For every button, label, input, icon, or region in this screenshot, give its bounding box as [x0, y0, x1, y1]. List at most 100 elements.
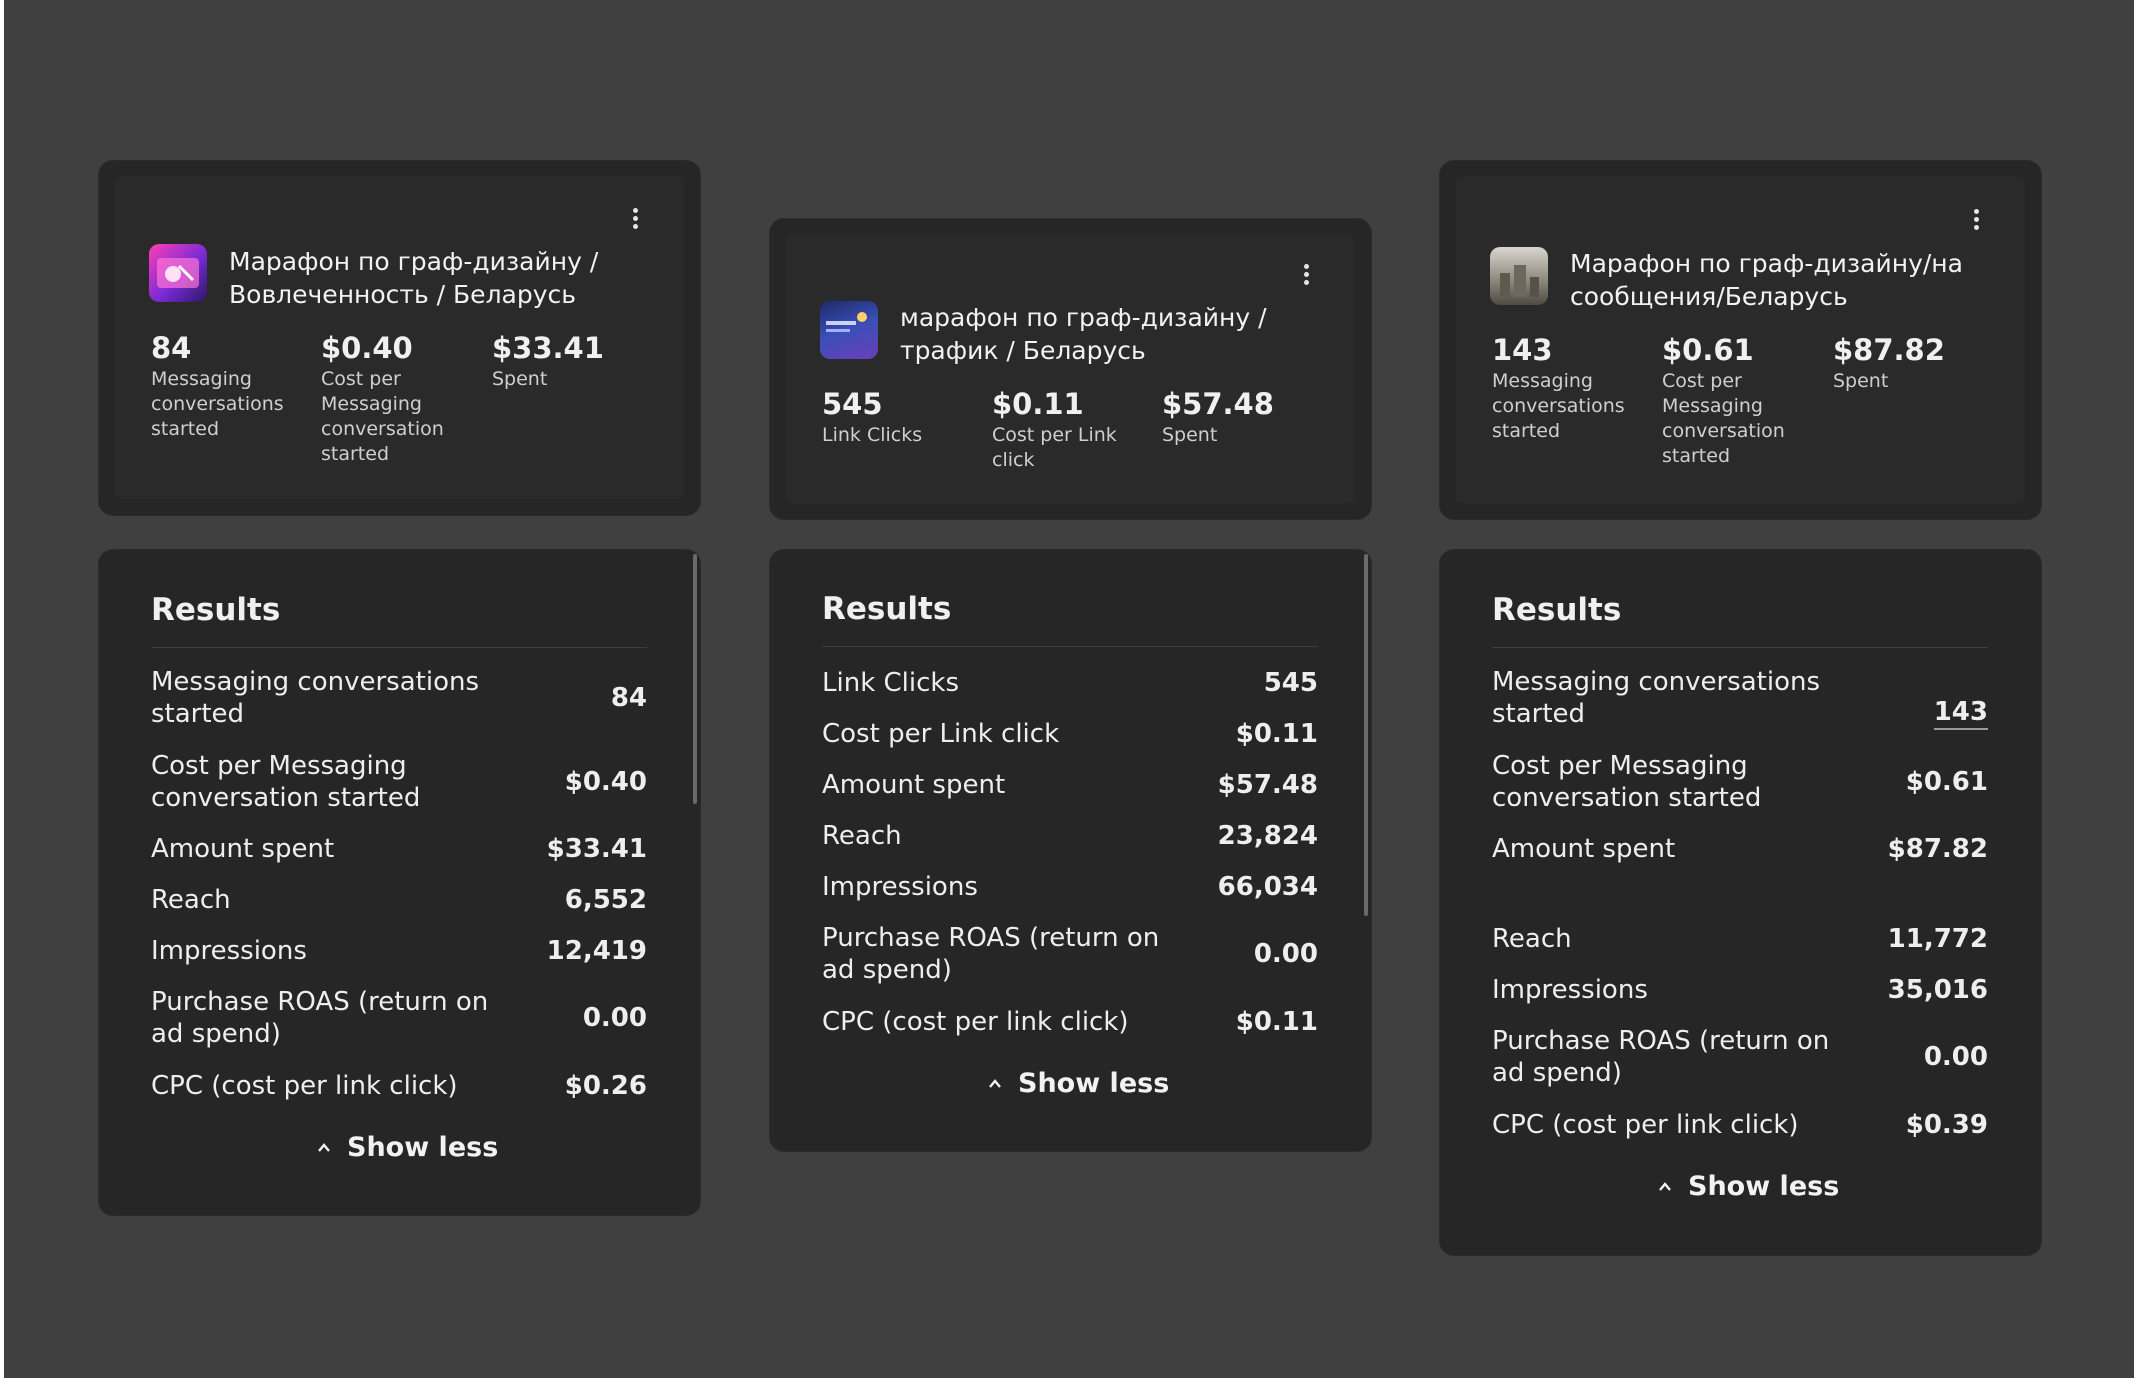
result-value: 6,552: [564, 885, 647, 915]
show-less-button[interactable]: Show less: [1658, 1171, 1839, 1202]
metric-value: $87.82: [1833, 333, 1945, 367]
campaign-title[interactable]: Марафон по граф-дизайну / Вовлеченность …: [229, 247, 599, 309]
result-label: Amount spent: [822, 770, 1006, 800]
metric-results: 143 Messaging conversations started: [1492, 333, 1657, 444]
result-value: $57.48: [1217, 770, 1318, 800]
more-options-icon[interactable]: [631, 208, 639, 238]
result-value: 12,419: [546, 936, 647, 966]
result-label: Impressions: [822, 872, 978, 902]
results-title: Results: [822, 591, 952, 627]
metric-value: 84: [151, 331, 192, 365]
result-row: Cost per Messaging conversation started $…: [151, 750, 647, 814]
scrollbar[interactable]: [1364, 554, 1368, 916]
result-value: 23,824: [1217, 821, 1318, 851]
show-less-button[interactable]: Show less: [988, 1068, 1169, 1099]
result-label: Cost per Messaging conversation started: [151, 751, 421, 813]
result-row: Link Clicks 545: [822, 667, 1318, 699]
result-label: Reach: [822, 821, 902, 851]
results-title: Results: [1492, 592, 1622, 628]
campaign-card-2[interactable]: марафон по граф-дизайну / трафик / Белар…: [770, 219, 1371, 519]
show-less-label: Show less: [347, 1132, 499, 1163]
canvas: Марафон по граф-дизайну / Вовлеченность …: [4, 0, 2134, 1378]
result-value[interactable]: 143: [1933, 697, 1988, 730]
metric-results: 84 Messaging conversations started: [151, 331, 316, 442]
results-panel-1: Results Messaging conversations started 8…: [99, 550, 700, 1215]
result-value: $87.82: [1887, 834, 1988, 864]
result-row: Reach 11,772: [1492, 923, 1988, 955]
metric-cost: $0.40 Cost per Messaging conversation st…: [321, 331, 461, 467]
result-value: 0.00: [582, 1003, 647, 1033]
metric-label: Cost per Link click: [992, 424, 1117, 471]
show-less-label: Show less: [1688, 1171, 1840, 1202]
result-row: Reach 6,552: [151, 884, 647, 916]
result-row: Impressions 12,419: [151, 935, 647, 967]
campaign-thumbnail: [149, 244, 207, 302]
result-value: 0.00: [1923, 1042, 1988, 1072]
metric-value: $0.11: [992, 387, 1084, 421]
more-options-icon[interactable]: [1972, 209, 1980, 239]
campaign-card-1[interactable]: Марафон по граф-дизайну / Вовлеченность …: [99, 161, 700, 515]
metric-spent: $57.48 Spent: [1162, 387, 1327, 448]
result-row: Amount spent $57.48: [822, 769, 1318, 801]
metric-cost: $0.61 Cost per Messaging conversation st…: [1662, 333, 1802, 469]
result-row: Reach 23,824: [822, 820, 1318, 852]
result-value: $0.11: [1235, 1007, 1318, 1037]
result-value: 35,016: [1887, 975, 1988, 1005]
result-label: Reach: [1492, 924, 1572, 954]
metric-label: Spent: [1162, 424, 1218, 446]
metric-cost: $0.11 Cost per Link click: [992, 387, 1132, 473]
result-label: Messaging conversations started: [151, 667, 480, 729]
metric-results: 545 Link Clicks: [822, 387, 987, 448]
result-value: $0.40: [564, 767, 647, 797]
metric-label: Messaging conversations started: [1492, 370, 1625, 442]
result-value: $0.11: [1235, 719, 1318, 749]
result-label: Purchase ROAS (return on ad spend): [822, 923, 1160, 985]
result-label: Impressions: [151, 936, 307, 966]
result-row: CPC (cost per link click) $0.39: [1492, 1109, 1988, 1141]
result-value: 11,772: [1887, 924, 1988, 954]
result-row: Purchase ROAS (return on ad spend) 0.00: [822, 922, 1318, 986]
show-less-button[interactable]: Show less: [317, 1132, 498, 1163]
campaign-title[interactable]: марафон по граф-дизайну / трафик / Белар…: [900, 303, 1267, 365]
metric-label: Spent: [1833, 370, 1889, 392]
metric-label: Spent: [492, 368, 548, 390]
metric-value: 143: [1492, 333, 1553, 367]
result-row: CPC (cost per link click) $0.11: [822, 1006, 1318, 1038]
campaign-card-inner: [115, 177, 684, 499]
result-value: 0.00: [1253, 939, 1318, 969]
scrollbar[interactable]: [693, 554, 697, 804]
result-label: CPC (cost per link click): [151, 1071, 458, 1101]
result-label: Amount spent: [151, 834, 335, 864]
metric-value: $0.61: [1662, 333, 1754, 367]
result-row: Purchase ROAS (return on ad spend) 0.00: [1492, 1025, 1988, 1089]
chevron-up-icon: [1659, 1181, 1671, 1191]
metric-label: Link Clicks: [822, 424, 923, 446]
chevron-up-icon: [989, 1078, 1001, 1088]
result-row: Cost per Messaging conversation started $…: [1492, 750, 1988, 814]
metric-value: $0.40: [321, 331, 413, 365]
result-label: Purchase ROAS (return on ad spend): [1492, 1026, 1830, 1088]
show-less-label: Show less: [1018, 1068, 1170, 1099]
results-panel-2: Results Link Clicks 545 Cost per Link cli…: [770, 550, 1371, 1151]
result-row: Impressions 35,016: [1492, 974, 1988, 1006]
metric-value: 545: [822, 387, 883, 421]
more-options-icon[interactable]: [1302, 264, 1310, 294]
result-label: Reach: [151, 885, 231, 915]
campaign-card-inner: [1456, 177, 2025, 503]
result-row: Purchase ROAS (return on ad spend) 0.00: [151, 986, 647, 1050]
result-label: Cost per Messaging conversation started: [1492, 751, 1762, 813]
result-value: 84: [610, 683, 647, 713]
divider: [822, 646, 1318, 647]
result-label: Link Clicks: [822, 668, 960, 698]
result-value: 545: [1263, 668, 1318, 698]
result-label: Messaging conversations started: [1492, 667, 1821, 729]
campaign-title[interactable]: Марафон по граф-дизайну/на сообщения/Бел…: [1570, 249, 1963, 311]
divider: [151, 647, 647, 648]
metric-value: $33.41: [492, 331, 604, 365]
result-label: Impressions: [1492, 975, 1648, 1005]
result-value: $0.39: [1905, 1110, 1988, 1140]
result-value: $0.26: [564, 1071, 647, 1101]
result-label: CPC (cost per link click): [1492, 1110, 1799, 1140]
result-value: $33.41: [546, 834, 647, 864]
campaign-card-3[interactable]: Марафон по граф-дизайну/на сообщения/Бел…: [1440, 161, 2041, 519]
